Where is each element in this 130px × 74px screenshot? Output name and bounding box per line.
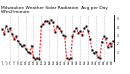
Text: Milwaukee Weather Solar Radiation  Avg per Day W/m2/minute: Milwaukee Weather Solar Radiation Avg pe…: [1, 6, 108, 14]
